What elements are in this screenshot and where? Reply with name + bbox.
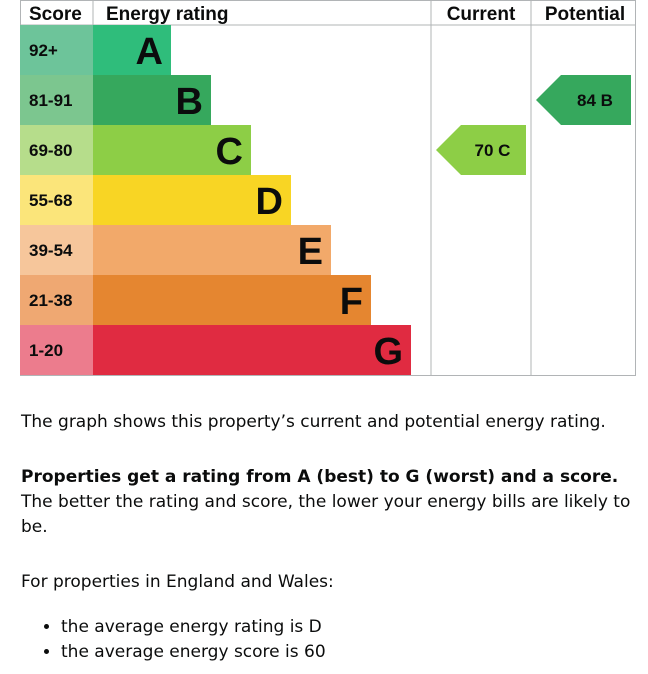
energy-rating-chart: 92+ A 81-91 B 69-80 C 55-68 D 39-54 E 21-38 F 1-20 G … <box>20 0 636 376</box>
score-cell <box>20 275 93 325</box>
score-cell <box>20 325 93 375</box>
score-label: 39-54 <box>29 241 73 260</box>
energy-rating-graph: 92+ A81-91 B69-80 C55-68 D39-54 E21-38 F1-20 G … <box>20 0 636 376</box>
header-energy-rating: Energy rating <box>106 4 228 25</box>
rating-letter: B <box>176 81 203 123</box>
rating-letter: G <box>373 331 403 373</box>
rating-bar-d <box>93 175 291 225</box>
list-item: the average energy score is 60 <box>61 640 631 665</box>
score-cell <box>20 25 93 75</box>
rating-explanation: The graph shows this property’s current … <box>21 410 631 665</box>
score-cell <box>20 175 93 225</box>
header-current: Current <box>447 4 516 25</box>
intro-text: The graph shows this property’s current … <box>21 412 606 432</box>
score-label: 55-68 <box>29 191 72 210</box>
rating-bar-f <box>93 275 371 325</box>
rating-explanation-bold: Properties get a rating from A (best) to… <box>21 467 619 487</box>
score-label: 81-91 <box>29 91 72 110</box>
header-score: Score <box>29 4 82 25</box>
potential-rating-arrow <box>536 75 631 125</box>
current-rating-arrow <box>436 125 526 175</box>
score-label: 69-80 <box>29 141 72 160</box>
score-cell <box>20 125 93 175</box>
potential-rating-label: 84 B <box>577 91 613 110</box>
header-potential: Potential <box>545 4 625 25</box>
rating-bar-b <box>93 75 211 125</box>
rating-letter: C <box>216 131 243 173</box>
rating-letter: E <box>298 231 323 273</box>
rating-bar-a <box>93 25 171 75</box>
rating-bar-g <box>93 325 411 375</box>
rating-letter: D <box>256 181 283 223</box>
rating-letter: A <box>136 31 163 73</box>
rating-bar-e <box>93 225 331 275</box>
rating-bar-c <box>93 125 251 175</box>
list-item: the average energy rating is D <box>61 615 631 640</box>
region-text: For properties in England and Wales: <box>21 572 334 592</box>
score-cell <box>20 225 93 275</box>
rating-letter: F <box>340 281 363 323</box>
averages-list: the average energy rating is D the avera… <box>21 615 631 665</box>
score-label: 92+ <box>29 41 58 60</box>
score-label: 1-20 <box>29 341 63 360</box>
score-cell <box>20 75 93 125</box>
rating-explanation-text: Properties get a rating from A (best) to… <box>21 465 631 540</box>
rating-explanation-rest: The better the rating and score, the low… <box>21 492 631 537</box>
current-rating-label: 70 C <box>475 141 511 160</box>
score-label: 21-38 <box>29 291 72 310</box>
